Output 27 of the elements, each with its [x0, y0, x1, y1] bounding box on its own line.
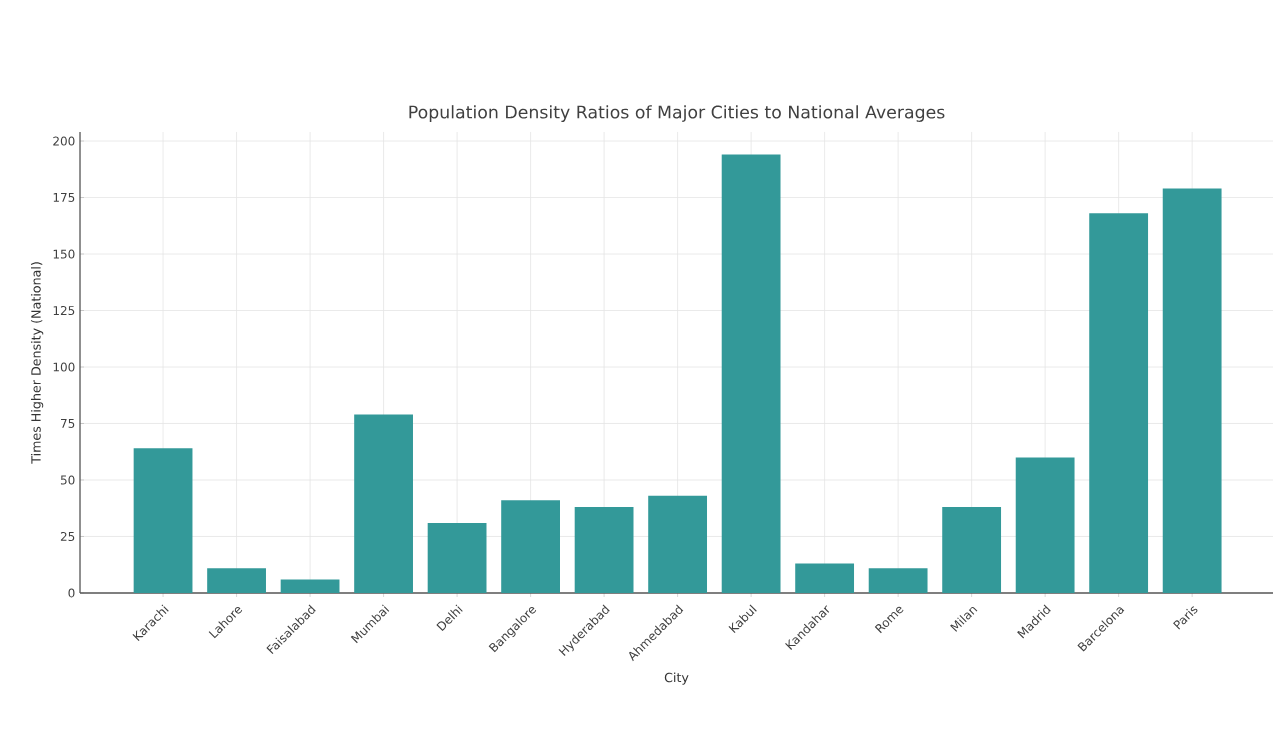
- bar: [1015, 457, 1075, 593]
- bar: [574, 507, 634, 593]
- bar: [207, 568, 266, 593]
- bar: [427, 522, 487, 593]
- bar: [721, 154, 781, 593]
- y-tick-label: 150: [53, 249, 75, 259]
- y-tick-label: 0: [68, 588, 75, 598]
- bar: [795, 563, 855, 593]
- y-tick-label: 25: [60, 531, 75, 542]
- bar: [942, 507, 1002, 593]
- chart-title: Population Density Ratios of Major Cities to National Averages: [409, 105, 945, 122]
- bar: [1089, 213, 1149, 593]
- bar: [868, 568, 928, 593]
- bar: [501, 500, 560, 593]
- y-tick-label: 75: [61, 419, 75, 428]
- bar: [648, 495, 708, 593]
- y-tick-label: 50: [60, 475, 75, 485]
- y-axis-title: Times Higher Density (National): [30, 262, 44, 464]
- bar: [354, 414, 413, 593]
- y-tick-label: 200: [53, 136, 75, 146]
- bar: [133, 448, 193, 593]
- y-tick-label: 175: [53, 193, 75, 202]
- y-tick-label: 125: [53, 305, 75, 316]
- x-axis-title: City: [664, 672, 689, 685]
- bar: [280, 579, 340, 593]
- bar: [1162, 188, 1222, 593]
- y-tick-label: 100: [53, 362, 75, 372]
